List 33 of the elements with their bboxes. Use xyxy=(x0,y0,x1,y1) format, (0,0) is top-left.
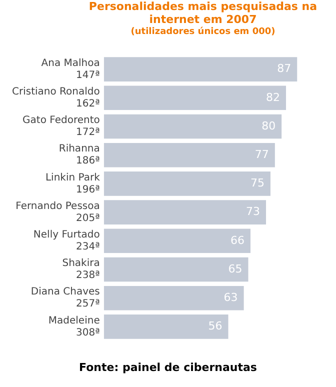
y-tick-label: Fernando Pessoa 205ª xyxy=(16,200,100,224)
y-tick-label: Cristiano Ronaldo 162ª xyxy=(12,86,100,110)
data-label: 56 xyxy=(208,320,222,333)
data-label: 75 xyxy=(250,176,264,190)
data-label: 82 xyxy=(266,90,280,104)
bar xyxy=(104,286,244,310)
data-label: 87 xyxy=(277,62,292,76)
chart-subtitle: (utilizadores únicos em 000) xyxy=(130,26,276,39)
y-tick-label: Madeleine 308ª xyxy=(48,315,100,338)
bar xyxy=(104,114,282,139)
bar xyxy=(104,86,286,110)
bar xyxy=(104,142,275,168)
bar xyxy=(104,200,266,224)
y-tick-label: Shakira 238ª xyxy=(62,258,100,282)
y-tick-label: Ana Malhoa 147ª xyxy=(41,58,100,81)
data-label: 66 xyxy=(230,234,244,247)
source-note: Fonte: painel de cibernautas xyxy=(78,361,258,374)
bar xyxy=(104,172,270,196)
bar xyxy=(104,314,228,339)
y-tick-label: Diana Chaves 257ª xyxy=(30,286,100,310)
data-label: 65 xyxy=(228,262,242,276)
data-label: 73 xyxy=(246,205,260,218)
data-label: 77 xyxy=(254,148,269,161)
data-label: 80 xyxy=(262,119,276,132)
y-tick-label: Rihanna 186ª xyxy=(58,144,100,167)
bar xyxy=(104,57,298,82)
chart-title: Personalidades mais pesquisadas na internet em 2007 xyxy=(88,0,318,26)
y-tick-label: Nelly Furtado 234ª xyxy=(33,229,100,252)
data-label: 63 xyxy=(224,290,238,304)
bar xyxy=(104,257,248,282)
y-tick-label: Gato Fedorento 172ª xyxy=(22,115,100,138)
bar xyxy=(104,228,250,254)
y-tick-label: Linkin Park 196ª xyxy=(45,172,100,196)
